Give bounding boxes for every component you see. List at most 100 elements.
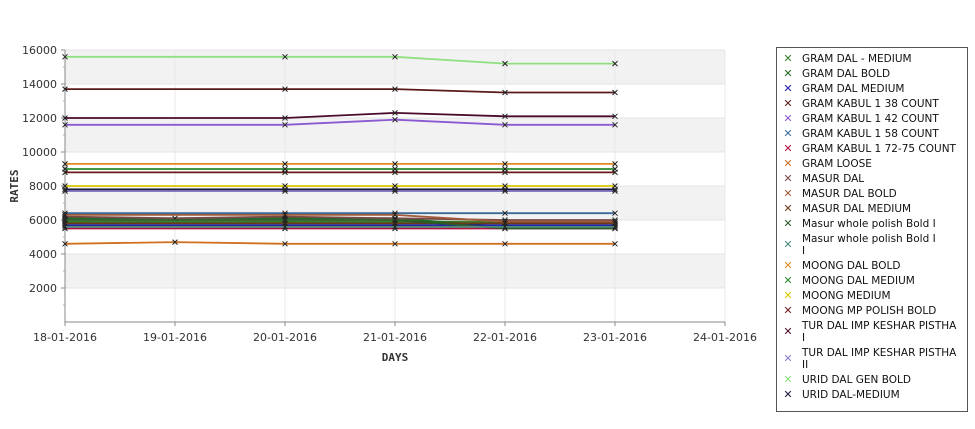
legend-marker: ✕ bbox=[783, 259, 793, 272]
legend-marker: ✕ bbox=[783, 82, 793, 95]
legend-marker: ✕ bbox=[783, 127, 793, 140]
y-tick-label: 12000 bbox=[22, 112, 57, 125]
data-point bbox=[282, 223, 288, 230]
legend-label: TUR DAL IMP KESHAR PISTHA I bbox=[802, 320, 957, 344]
legend-marker: ✕ bbox=[783, 238, 793, 251]
data-point bbox=[612, 240, 618, 247]
series-10 bbox=[62, 212, 618, 225]
legend-label: GRAM KABUL 1 42 COUNT bbox=[802, 113, 939, 125]
data-point bbox=[172, 239, 178, 245]
series-15 bbox=[62, 166, 618, 172]
legend-label: Masur whole polish Bold I I bbox=[802, 233, 936, 257]
legend-label: MOONG DAL BOLD bbox=[802, 260, 901, 272]
legend-label: URID DAL-MEDIUM bbox=[802, 389, 900, 401]
series-8 bbox=[62, 239, 618, 247]
data-point bbox=[392, 186, 398, 193]
data-point bbox=[282, 217, 288, 223]
data-point bbox=[282, 212, 288, 218]
data-point bbox=[392, 53, 398, 60]
data-point bbox=[62, 86, 68, 92]
data-point bbox=[392, 217, 398, 223]
legend-marker: ✕ bbox=[783, 97, 793, 110]
legend-marker: ✕ bbox=[783, 157, 793, 170]
data-point bbox=[282, 169, 288, 176]
series-5 bbox=[62, 116, 618, 128]
data-point bbox=[612, 161, 618, 167]
x-tick-label: 24-01-2016 bbox=[693, 331, 757, 344]
data-point bbox=[392, 161, 398, 167]
series-4 bbox=[62, 86, 618, 96]
x-tick-label: 23-01-2016 bbox=[583, 331, 647, 344]
data-point bbox=[612, 60, 618, 67]
legend-label: GRAM KABUL 1 38 COUNT bbox=[802, 98, 939, 110]
y-tick-label: 4000 bbox=[29, 248, 57, 261]
data-point bbox=[62, 53, 68, 60]
data-point bbox=[62, 161, 68, 167]
data-point bbox=[392, 86, 398, 92]
x-axis-label: DAYS bbox=[382, 351, 409, 364]
legend-marker: ✕ bbox=[783, 304, 793, 317]
y-tick-label: 2000 bbox=[29, 282, 57, 295]
legend-label: MASUR DAL BOLD bbox=[802, 188, 897, 200]
series-line bbox=[65, 111, 615, 119]
data-point bbox=[502, 240, 508, 247]
legend-label: GRAM DAL BOLD bbox=[802, 68, 891, 80]
data-point bbox=[502, 113, 508, 120]
y-tick-label: 14000 bbox=[22, 78, 57, 91]
data-point bbox=[392, 223, 398, 230]
data-point bbox=[612, 186, 618, 193]
legend-label: GRAM KABUL 1 72-75 COUNT bbox=[802, 143, 956, 155]
data-point bbox=[612, 89, 618, 96]
legend-marker: ✕ bbox=[783, 172, 793, 185]
series-line bbox=[64, 215, 615, 221]
series-21 bbox=[62, 186, 618, 193]
data-point bbox=[62, 223, 68, 230]
y-tick-label: 16000 bbox=[22, 44, 57, 57]
series-6 bbox=[62, 210, 618, 217]
data-point bbox=[62, 115, 68, 121]
legend-label: MASUR DAL bbox=[802, 173, 865, 185]
data-point bbox=[282, 186, 288, 193]
data-point bbox=[502, 223, 508, 230]
legend-marker: ✕ bbox=[783, 67, 793, 80]
data-point bbox=[62, 217, 68, 223]
data-point bbox=[502, 161, 508, 167]
data-point bbox=[62, 212, 68, 218]
series-18 bbox=[62, 110, 618, 121]
data-point bbox=[612, 223, 618, 230]
legend-marker: ✕ bbox=[783, 274, 793, 287]
legend-label: GRAM DAL - MEDIUM bbox=[802, 53, 912, 65]
data-point bbox=[392, 116, 398, 123]
legend-label: MASUR DAL MEDIUM bbox=[802, 203, 912, 215]
legend-marker: ✕ bbox=[783, 373, 793, 386]
legend-label: GRAM DAL MEDIUM bbox=[802, 83, 905, 95]
data-point bbox=[612, 169, 618, 176]
data-point bbox=[392, 212, 398, 218]
legend-marker: ✕ bbox=[783, 112, 793, 125]
data-point bbox=[502, 121, 508, 128]
legend-label: GRAM LOOSE bbox=[802, 158, 872, 170]
data-point bbox=[612, 210, 618, 217]
data-point bbox=[392, 110, 398, 116]
y-tick-label: 8000 bbox=[29, 180, 57, 193]
y-tick-label: 6000 bbox=[29, 214, 57, 227]
data-point bbox=[502, 210, 508, 217]
legend-label: URID DAL GEN BOLD bbox=[802, 374, 911, 386]
data-point bbox=[392, 240, 398, 247]
y-tick-label: 10000 bbox=[22, 146, 57, 159]
legend-marker: ✕ bbox=[783, 142, 793, 155]
legend-label: Masur whole polish Bold I bbox=[802, 218, 936, 230]
legend-marker: ✕ bbox=[783, 289, 793, 302]
legend-marker: ✕ bbox=[783, 217, 793, 230]
data-point bbox=[62, 169, 68, 176]
x-tick-label: 22-01-2016 bbox=[473, 331, 537, 344]
legend-label: MOONG MEDIUM bbox=[802, 290, 891, 302]
x-tick-label: 20-01-2016 bbox=[253, 331, 317, 344]
data-point bbox=[62, 240, 68, 247]
series-13 bbox=[62, 223, 618, 230]
series-17 bbox=[62, 169, 618, 176]
data-point bbox=[282, 86, 288, 92]
legend-label: MOONG DAL MEDIUM bbox=[802, 275, 915, 287]
series-20 bbox=[62, 53, 618, 67]
data-point bbox=[502, 89, 508, 96]
